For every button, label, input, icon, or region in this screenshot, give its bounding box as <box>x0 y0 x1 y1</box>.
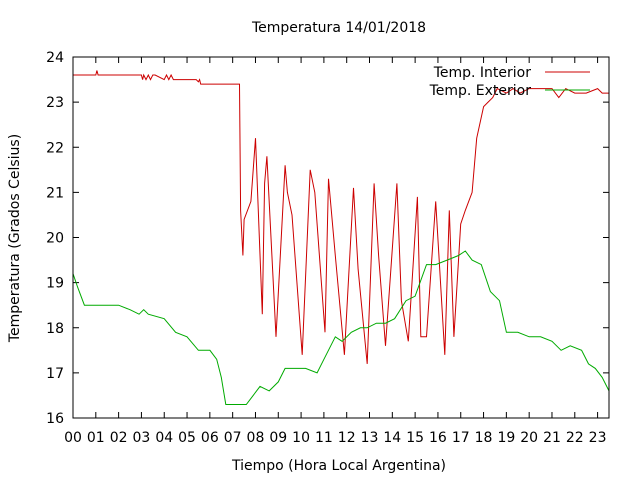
x-tick-label: 03 <box>133 430 151 446</box>
series-line-temp-exterior <box>72 250 610 405</box>
y-tick-label: 20 <box>46 231 64 247</box>
x-tick-label: 08 <box>247 430 265 446</box>
x-tick-label: 02 <box>110 430 128 446</box>
plot-area <box>72 70 610 405</box>
x-tick-label: 09 <box>269 430 287 446</box>
axis-ticks <box>72 56 609 419</box>
x-tick-label: 23 <box>589 430 607 446</box>
x-tick-label: 21 <box>543 430 561 446</box>
x-tick-label: 15 <box>406 430 424 446</box>
x-tick-label: 06 <box>201 430 219 446</box>
y-tick-label: 18 <box>46 321 64 337</box>
x-tick-label: 11 <box>315 430 333 446</box>
y-axis-label: Temperatura (Grados Celsius) <box>7 134 23 343</box>
y-tick-label: 16 <box>46 411 64 427</box>
plot-frame <box>72 56 610 419</box>
x-tick-label: 19 <box>497 430 515 446</box>
x-tick-label: 01 <box>87 430 105 446</box>
y-tick-label: 23 <box>46 95 64 111</box>
y-tick-label: 19 <box>46 276 64 292</box>
x-tick-label: 10 <box>292 430 310 446</box>
x-tick-label: 14 <box>383 430 401 446</box>
x-tick-label: 04 <box>155 430 173 446</box>
y-tick-label: 22 <box>46 140 64 156</box>
x-tick-label: 05 <box>178 430 196 446</box>
y-tick-label: 24 <box>46 50 64 66</box>
x-tick-label: 13 <box>361 430 379 446</box>
x-tick-label: 18 <box>475 430 493 446</box>
legend-label-temp-exterior: Temp. Exterior <box>429 83 532 99</box>
legend-label-temp-interior: Temp. Interior <box>433 65 532 81</box>
y-tick-label: 17 <box>46 366 64 382</box>
series-line-temp-interior <box>73 70 609 364</box>
chart-title: Temperatura 14/01/2018 <box>251 20 426 36</box>
x-tick-label: 12 <box>338 430 356 446</box>
legend: Temp. Interior Temp. Exterior <box>429 65 590 99</box>
x-axis-label: Tiempo (Hora Local Argentina) <box>231 458 446 474</box>
x-tick-label: 07 <box>224 430 242 446</box>
x-tick-label: 17 <box>452 430 470 446</box>
x-tick-label: 22 <box>566 430 584 446</box>
y-tick-label: 21 <box>46 185 64 201</box>
x-tick-label: 20 <box>520 430 538 446</box>
x-tick-label: 00 <box>64 430 82 446</box>
axis-tick-labels: 00 01 02 03 04 05 06 07 08 09 10 11 12 13 14 15 16 17 18 19… <box>46 50 606 446</box>
x-tick-label: 16 <box>429 430 447 446</box>
